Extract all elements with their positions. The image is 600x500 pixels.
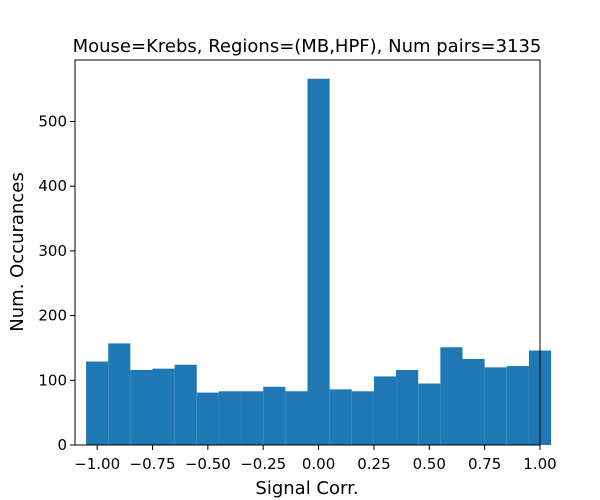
histogram-bar: [174, 364, 197, 445]
x-tick-label: 1.00: [523, 455, 556, 473]
y-axis-ticks: 0 100 200 300 400 500: [38, 112, 75, 454]
histogram-bar: [418, 383, 441, 445]
histogram-bar: [484, 367, 507, 445]
histogram-bar: [373, 376, 397, 445]
x-tick-label: −1.00: [74, 455, 120, 473]
histogram-bar: [108, 343, 131, 445]
histogram-bar: [440, 347, 463, 445]
histogram-bars: [86, 78, 552, 445]
y-tick-label: 100: [38, 371, 67, 389]
histogram-bar: [462, 358, 485, 445]
histogram-bar: [285, 391, 308, 445]
y-axis-label: Num. Occurances: [7, 172, 28, 331]
x-tick-label: 0.00: [302, 455, 335, 473]
y-tick-label: 500: [38, 112, 67, 130]
histogram-bar: [307, 78, 330, 445]
y-tick-label: 0: [57, 436, 67, 454]
histogram-bar: [506, 366, 529, 445]
x-tick-label: −0.25: [240, 455, 286, 473]
y-tick-label: 200: [38, 307, 67, 325]
histogram-bar: [218, 391, 242, 445]
x-tick-label: −0.50: [185, 455, 231, 473]
x-tick-label: 0.50: [413, 455, 446, 473]
y-tick-label: 300: [38, 242, 67, 260]
x-axis-ticks: −1.00 −0.75 −0.50 −0.25 0.00 0.25 0.50 0.75 1.00: [74, 445, 557, 473]
y-tick-label: 400: [38, 177, 67, 195]
histogram-bar: [196, 392, 219, 445]
x-tick-label: 0.75: [468, 455, 501, 473]
histogram-bar: [241, 391, 264, 445]
x-tick-label: 0.25: [357, 455, 390, 473]
x-axis-label: Signal Corr.: [255, 478, 358, 499]
histogram-bar: [152, 368, 175, 445]
plot-frame: [74, 59, 541, 446]
histogram-bar: [130, 369, 153, 445]
histogram-bar: [263, 386, 286, 445]
chart-title: Mouse=Krebs, Regions=(MB,HPF), Num pairs…: [73, 36, 542, 57]
histogram-bar: [396, 369, 419, 445]
x-tick-label: −0.75: [130, 455, 176, 473]
histogram-bar: [351, 391, 374, 445]
histogram-bar: [329, 389, 352, 445]
histogram-bar: [86, 361, 109, 445]
